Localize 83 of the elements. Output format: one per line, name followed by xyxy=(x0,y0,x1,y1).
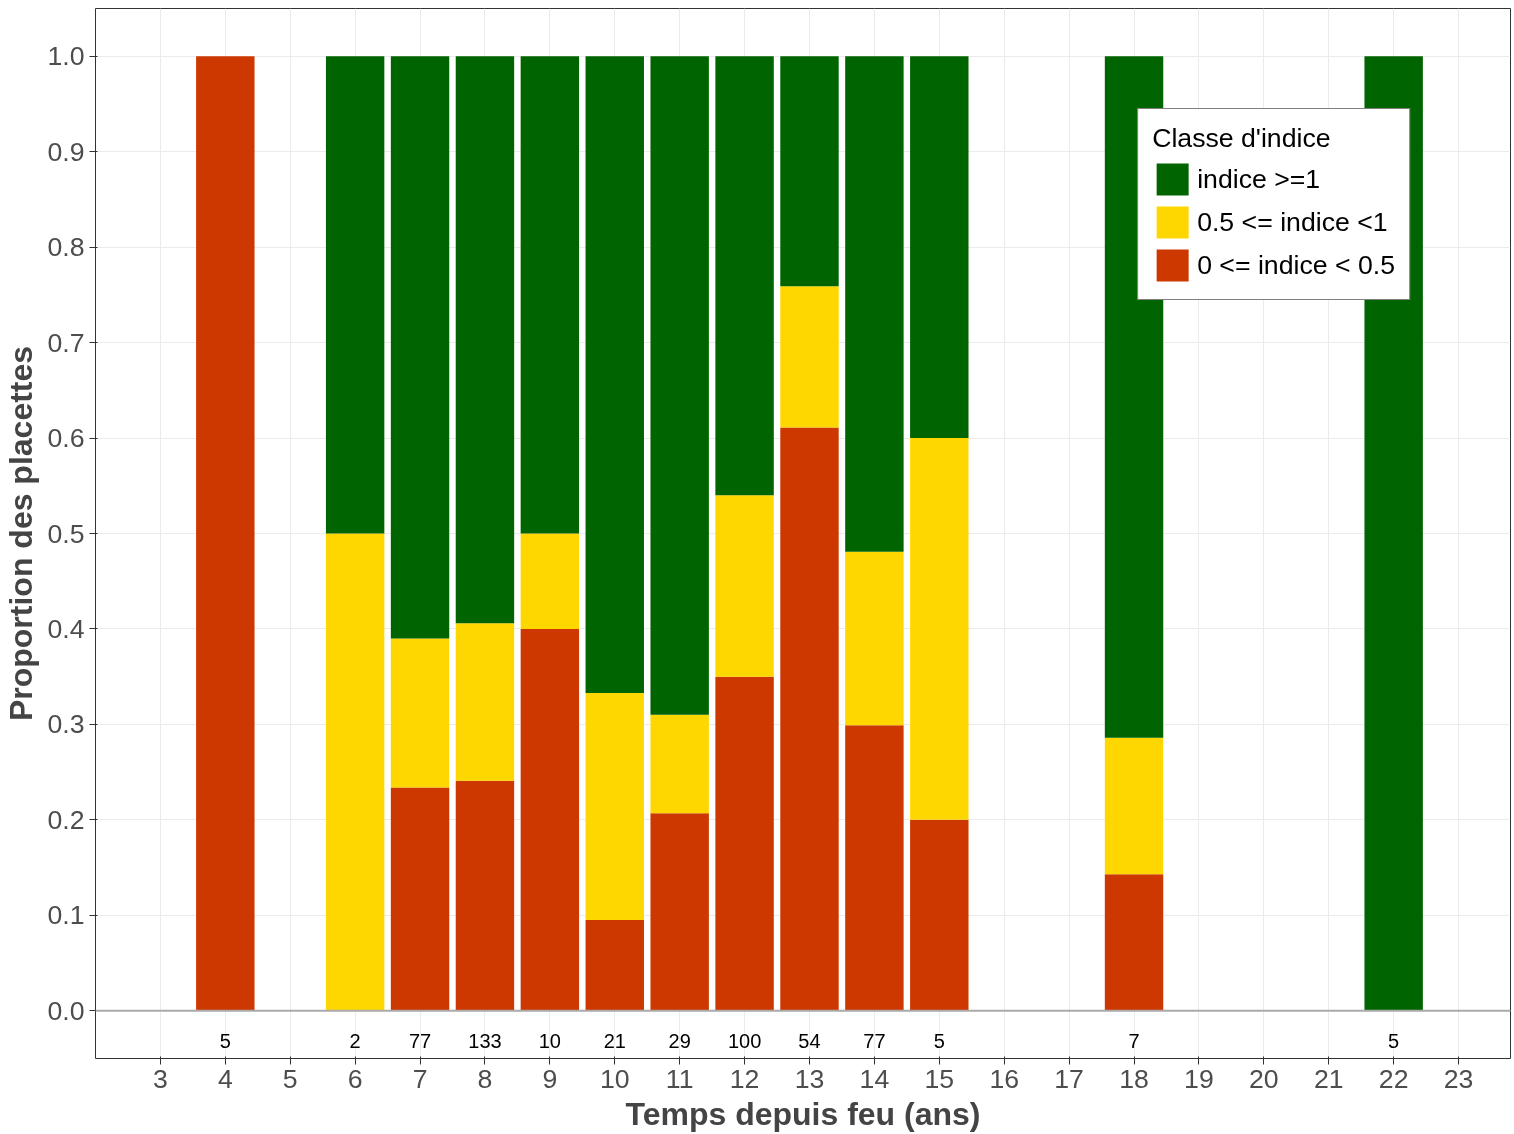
bar xyxy=(650,714,709,814)
x-tick-label: 11 xyxy=(665,1063,694,1094)
bar xyxy=(910,438,969,820)
bar xyxy=(910,819,969,1011)
bar xyxy=(780,286,839,428)
x-tick-label: 10 xyxy=(599,1063,630,1094)
annotation: 29 xyxy=(668,1030,691,1053)
y-tick-label: 0.8 xyxy=(47,232,85,263)
annotation: 10 xyxy=(538,1030,561,1053)
legend-title: Classe d'indice xyxy=(1152,123,1332,154)
x-tick-label: 8 xyxy=(477,1063,493,1094)
bar xyxy=(585,56,644,693)
x-tick-label: 13 xyxy=(794,1063,825,1094)
bar xyxy=(780,56,839,287)
bar xyxy=(845,56,904,552)
annotation: 2 xyxy=(349,1030,361,1053)
y-tick-label: 0.4 xyxy=(47,613,85,644)
bar xyxy=(780,427,839,1011)
bar xyxy=(455,623,515,781)
annotation: 54 xyxy=(798,1030,821,1053)
bar xyxy=(650,813,709,1011)
x-tick-label: 20 xyxy=(1249,1063,1279,1094)
annotation: 5 xyxy=(933,1030,945,1053)
annotation: 5 xyxy=(219,1030,231,1053)
y-tick-label: 0.9 xyxy=(47,136,85,167)
x-tick-label: 9 xyxy=(542,1063,558,1094)
y-tick-label: 0.7 xyxy=(47,327,85,358)
bar xyxy=(715,56,774,496)
bar xyxy=(325,533,385,1011)
annotation: 7 xyxy=(1128,1030,1140,1053)
y-tick-label: 0.5 xyxy=(47,518,85,549)
bar xyxy=(715,676,774,1011)
bar xyxy=(520,533,580,629)
bar xyxy=(325,56,385,534)
x-tick-label: 12 xyxy=(729,1063,760,1094)
x-tick-label: 16 xyxy=(989,1063,1020,1094)
legend-label: 0.5 <= indice <1 xyxy=(1197,206,1388,238)
annotation: 100 xyxy=(727,1030,762,1053)
x-tick-label: 6 xyxy=(347,1063,363,1094)
bar xyxy=(845,551,904,726)
x-tick-label: 18 xyxy=(1119,1063,1149,1094)
bar xyxy=(585,692,644,921)
y-tick-label: 0.0 xyxy=(47,995,85,1026)
bar xyxy=(520,56,580,534)
bar xyxy=(715,495,774,677)
y-tick-label: 0.2 xyxy=(47,804,85,835)
x-tick-label: 3 xyxy=(153,1063,168,1094)
x-tick-label: 23 xyxy=(1443,1063,1474,1094)
y-axis-title: Proportion des placettes xyxy=(3,345,40,722)
y-tick-label: 0.1 xyxy=(47,900,85,931)
y-tick-label: 0.3 xyxy=(47,709,85,740)
x-tick-label: 4 xyxy=(217,1063,233,1094)
bar xyxy=(520,628,580,1011)
bar xyxy=(650,56,709,715)
bar xyxy=(1104,737,1164,875)
x-tick-label: 22 xyxy=(1378,1063,1409,1094)
legend-label: 0 <= indice < 0.5 xyxy=(1197,249,1395,281)
x-tick-label: 14 xyxy=(859,1063,890,1094)
x-tick-label: 21 xyxy=(1313,1063,1344,1094)
bar xyxy=(390,56,450,639)
x-tick-label: 19 xyxy=(1184,1063,1214,1094)
legend-label: indice >=1 xyxy=(1197,163,1321,195)
annotation: 21 xyxy=(603,1030,626,1053)
bar xyxy=(910,56,969,439)
bar xyxy=(845,725,904,1011)
bar xyxy=(1104,874,1164,1011)
bar xyxy=(196,56,255,1011)
annotation: 77 xyxy=(863,1030,886,1053)
annotation: 133 xyxy=(468,1030,502,1053)
x-tick-label: 15 xyxy=(924,1063,955,1094)
bar xyxy=(390,638,450,788)
bar xyxy=(585,920,644,1011)
annotation: 5 xyxy=(1388,1030,1400,1053)
x-tick-label: 7 xyxy=(412,1063,428,1094)
bar xyxy=(455,56,515,624)
x-tick-label: 5 xyxy=(282,1063,298,1094)
x-axis-title: Temps depuis feu (ans) xyxy=(625,1095,981,1132)
y-tick-label: 1.0 xyxy=(47,41,85,72)
x-tick-label: 17 xyxy=(1054,1063,1084,1094)
bar xyxy=(455,780,515,1011)
y-tick-label: 0.6 xyxy=(47,423,85,454)
bar xyxy=(390,787,450,1011)
annotation: 77 xyxy=(408,1030,432,1053)
